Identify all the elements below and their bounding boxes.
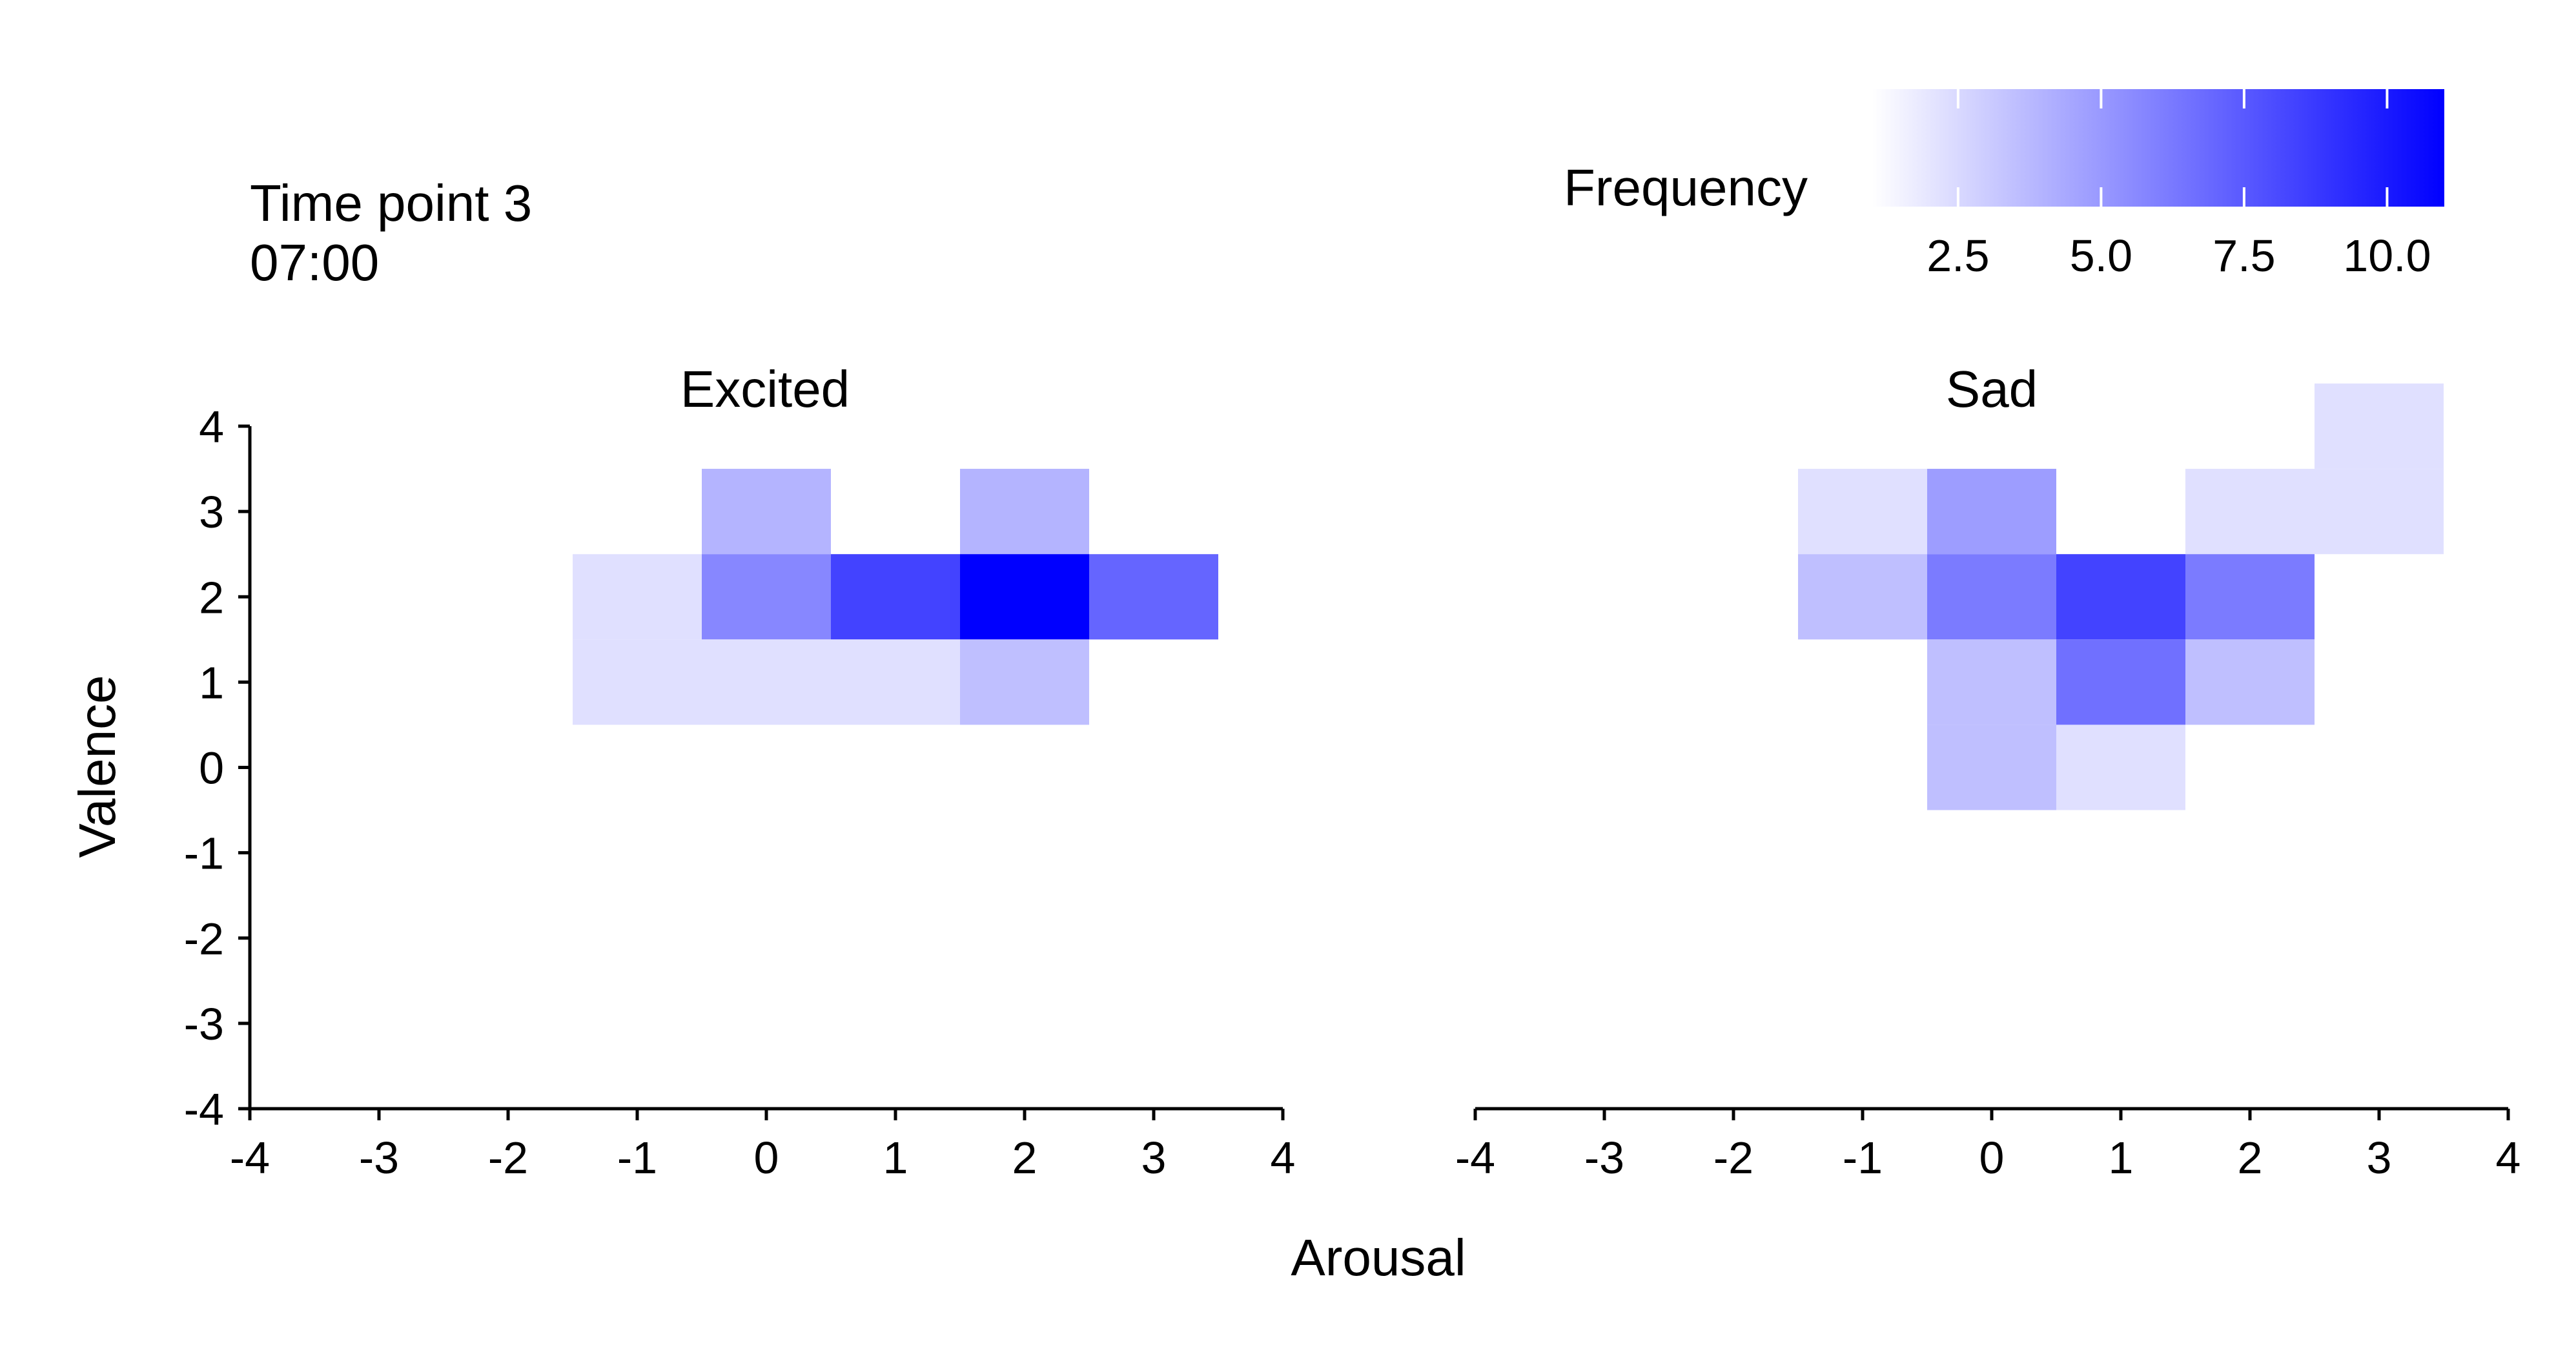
- x-tick-label: -2: [1713, 1133, 1753, 1183]
- y-tick-label: -1: [184, 828, 224, 879]
- legend-tick-label: 2.5: [1927, 231, 1989, 281]
- heatmap-cell: [831, 554, 960, 640]
- y-tick-label: 2: [199, 572, 224, 622]
- legend-title: Frequency: [1564, 159, 1808, 216]
- x-tick-label: 4: [2496, 1133, 2521, 1183]
- heatmap-cell: [960, 639, 1089, 725]
- y-axis-title: Valence: [68, 675, 126, 858]
- y-tick-label: 4: [199, 402, 224, 452]
- heatmap-cell: [2056, 724, 2185, 810]
- x-tick-label: -4: [1455, 1133, 1495, 1183]
- x-tick-label: 3: [2367, 1133, 2392, 1183]
- x-axis-title: Arousal: [1291, 1229, 1466, 1286]
- x-tick-label: 1: [883, 1133, 908, 1183]
- panel-title-sad: Sad: [1946, 360, 2038, 418]
- x-tick-label: 2: [2238, 1133, 2263, 1183]
- x-tick-label: 0: [754, 1133, 779, 1183]
- heatmap-cell: [2315, 383, 2444, 469]
- x-tick-label: -1: [1843, 1133, 1883, 1183]
- heatmap-cell: [1089, 554, 1218, 640]
- heatmap-cell: [2185, 639, 2315, 725]
- legend-tick-label: 10.0: [2343, 231, 2431, 281]
- heatmap-cell: [2056, 639, 2185, 725]
- heatmap-cell: [960, 554, 1089, 640]
- panel-sad: Sad -4 -3 -2 -1 0 1 2 3 4: [1455, 360, 2521, 1183]
- color-legend: Frequency 2.5 5.0 7.5 10.0: [1564, 89, 2444, 281]
- x-tick-label: -3: [359, 1133, 399, 1183]
- heatmap-cell: [1927, 469, 2056, 555]
- x-tick-label: 0: [1979, 1133, 2005, 1183]
- y-tick-label: -2: [184, 914, 224, 964]
- x-tick-label: 1: [2109, 1133, 2134, 1183]
- x-tick-label: 2: [1012, 1133, 1038, 1183]
- x-tick-label: -4: [230, 1133, 270, 1183]
- heatmap-cell: [960, 469, 1089, 555]
- heatmap-cell: [1798, 554, 1927, 640]
- heatmap-cell: [831, 639, 960, 725]
- time-point-label: Time point 3: [250, 174, 532, 232]
- heatmap-cell: [1927, 554, 2056, 640]
- x-tick-label: -3: [1584, 1133, 1624, 1183]
- heatmap-cell: [702, 469, 831, 555]
- x-tick-label: 4: [1271, 1133, 1296, 1183]
- heatmap-cell: [1798, 469, 1927, 555]
- time-label: 07:00: [250, 234, 379, 291]
- panel-title-excited: Excited: [680, 360, 850, 418]
- legend-color-bar: [1872, 89, 2444, 207]
- x-tick-label: -2: [488, 1133, 528, 1183]
- y-tick-label: 0: [199, 743, 224, 794]
- heatmap-cell: [702, 639, 831, 725]
- heatmap-cell: [2185, 469, 2315, 555]
- y-tick-label: 3: [199, 487, 224, 537]
- y-tick-label: 1: [199, 657, 224, 708]
- legend-tick-label: 7.5: [2213, 231, 2275, 281]
- heatmap-cell: [573, 639, 702, 725]
- heatmap-cell: [573, 554, 702, 640]
- x-tick-label: -1: [617, 1133, 657, 1183]
- heatmap-cell: [1927, 724, 2056, 810]
- legend-tick-label: 5.0: [2070, 231, 2132, 281]
- heatmap-cell: [2185, 554, 2315, 640]
- y-tick-label: -3: [184, 999, 224, 1049]
- heatmap-cell: [2056, 554, 2185, 640]
- heatmap-cell: [2315, 469, 2444, 555]
- heatmap-cell: [1927, 639, 2056, 725]
- y-tick-label: -4: [184, 1084, 224, 1135]
- heatmap-cell: [702, 554, 831, 640]
- panel-excited: Excited -4 -3 -2 -1 0 1 2 3 4 4 3 2 1 0 -1 -2 -3 -4: [184, 360, 1296, 1183]
- x-tick-label: 3: [1141, 1133, 1167, 1183]
